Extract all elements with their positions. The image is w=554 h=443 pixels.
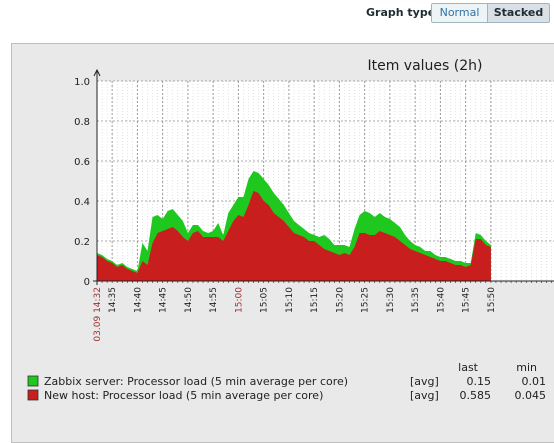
y-tick-label: 0.2 (74, 237, 90, 248)
x-tick-label: 15:05 (260, 287, 270, 313)
x-tick-label: 15:30 (386, 287, 396, 313)
x-tick-label: 14:35 (108, 287, 118, 313)
legend-swatch (27, 389, 39, 401)
x-tick-label: 15:45 (462, 287, 472, 313)
legend-function: [avg] (410, 389, 439, 402)
x-tick-label: 15:10 (285, 287, 295, 313)
x-tick-label: 14:45 (159, 287, 169, 313)
x-tick-label: 14:55 (209, 287, 219, 313)
x-tick-label: 15:00 (234, 287, 244, 313)
graph-toolbar: Graph type: Normal Stacked (0, 0, 554, 40)
legend-last-value: 0.15 (467, 375, 492, 388)
legend-series-name: New host: Processor load (5 min average … (44, 389, 323, 402)
legend-last-value: 0.585 (460, 389, 492, 402)
graph-type-normal-button[interactable]: Normal (431, 3, 488, 23)
chart-title: Item values (2h) (367, 58, 482, 74)
legend-min-value: 0.01 (522, 375, 547, 388)
x-tick-label: 15:35 (411, 287, 421, 313)
legend-min-value: 0.045 (515, 389, 547, 402)
legend-swatch (27, 375, 39, 387)
y-tick-label: 0 (84, 277, 90, 288)
x-tick-label: 14:50 (184, 287, 194, 313)
legend-series-name: Zabbix server: Processor load (5 min ave… (44, 375, 348, 388)
new-host-area (97, 191, 491, 281)
y-tick-label: 1.0 (74, 77, 90, 88)
legend-header-last: last (458, 361, 479, 374)
y-tick-label: 0.8 (74, 117, 90, 128)
graph-type-stacked-button[interactable]: Stacked (487, 3, 550, 23)
x-tick-label: 15:50 (487, 287, 497, 313)
x-tick-label: 15:15 (310, 287, 320, 313)
x-tick-label: 15:25 (361, 287, 371, 313)
legend-function: [avg] (410, 375, 439, 388)
y-axis-arrow-icon (93, 68, 101, 77)
x-tick-label: 14:40 (133, 287, 143, 313)
graph-type-label: Graph type: (366, 6, 440, 19)
stacked-area-chart: 0 0.2 0.4 0.6 0.8 1.0 03.09 14:32 14:35 14:40 14… (27, 58, 554, 402)
x-tick-label: 15:20 (335, 287, 345, 313)
y-tick-label: 0.6 (74, 157, 90, 168)
legend-header-min: min (516, 361, 537, 374)
x-tick-label: 03.09 14:32 (93, 287, 103, 342)
x-tick-label: 15:40 (436, 287, 446, 313)
y-tick-label: 0.4 (74, 197, 90, 208)
